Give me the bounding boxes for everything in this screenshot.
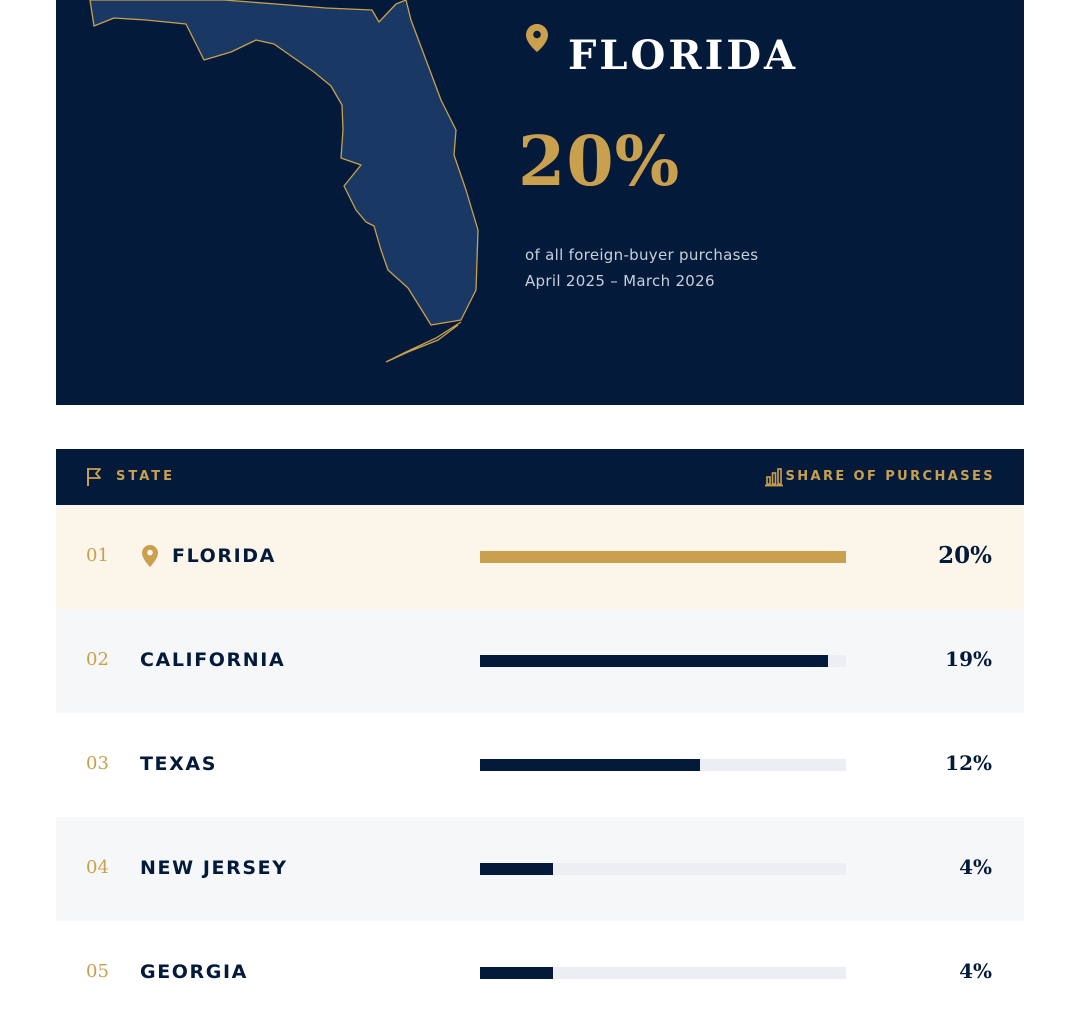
share-value: 20%	[938, 542, 992, 569]
florida-map	[89, 0, 479, 363]
table-row: 01 FLORIDA 20%	[56, 505, 1024, 609]
bar-georgia	[480, 967, 554, 979]
hero-caption: of all foreign-buyer purchases April 202…	[525, 242, 758, 294]
florida-keys	[385, 321, 462, 363]
column-header-share: SHARE OF PURCHASES	[785, 469, 995, 484]
bar-track	[480, 863, 846, 875]
bar-texas	[480, 759, 700, 771]
location-pin-icon	[526, 24, 548, 52]
state-name: FLORIDA	[172, 545, 276, 567]
share-value: 12%	[945, 751, 992, 775]
table-row: 03 TEXAS 12%	[56, 713, 1024, 817]
hero-state-title: FLORIDA	[568, 32, 799, 79]
row-rank: 01	[86, 545, 109, 566]
bar-california	[480, 655, 828, 667]
bar-track	[480, 655, 846, 667]
state-name: TEXAS	[140, 753, 217, 775]
bar-track	[480, 551, 846, 563]
bar-track	[480, 967, 846, 979]
state-name: CALIFORNIA	[140, 649, 286, 671]
row-rank: 03	[86, 753, 109, 774]
share-value: 4%	[959, 959, 992, 983]
column-header-state: STATE	[116, 469, 176, 484]
row-rank: 04	[86, 857, 109, 878]
state-name: NEW JERSEY	[140, 857, 288, 879]
bar-chart-icon	[765, 468, 783, 487]
florida-shape	[89, 0, 479, 326]
state-name: GEORGIA	[140, 961, 248, 983]
hero-panel: FLORIDA 20% of all foreign-buyer purchas…	[56, 0, 1024, 405]
ranking-table-body: 01 FLORIDA 20% 02 CALIFORNIA 19% 03 TEXAS 12% 04 N…	[56, 505, 1024, 1025]
table-header: STATE SHARE OF PURCHASES	[56, 449, 1024, 505]
bar-track	[480, 759, 846, 771]
row-rank: 05	[86, 961, 109, 982]
flag-icon	[87, 468, 101, 486]
caption-line-2: April 2025 – March 2026	[525, 272, 715, 290]
table-row: 05 GEORGIA 4%	[56, 921, 1024, 1025]
share-value: 4%	[959, 855, 992, 879]
caption-line-1: of all foreign-buyer purchases	[525, 246, 759, 264]
bar-florida	[480, 551, 846, 563]
table-row: 04 NEW JERSEY 4%	[56, 817, 1024, 921]
bar-new-jersey	[480, 863, 554, 875]
table-row: 02 CALIFORNIA 19%	[56, 609, 1024, 713]
hero-share-value: 20%	[518, 122, 681, 202]
share-value: 19%	[945, 647, 992, 671]
row-rank: 02	[86, 649, 109, 670]
location-pin-icon	[142, 545, 158, 567]
